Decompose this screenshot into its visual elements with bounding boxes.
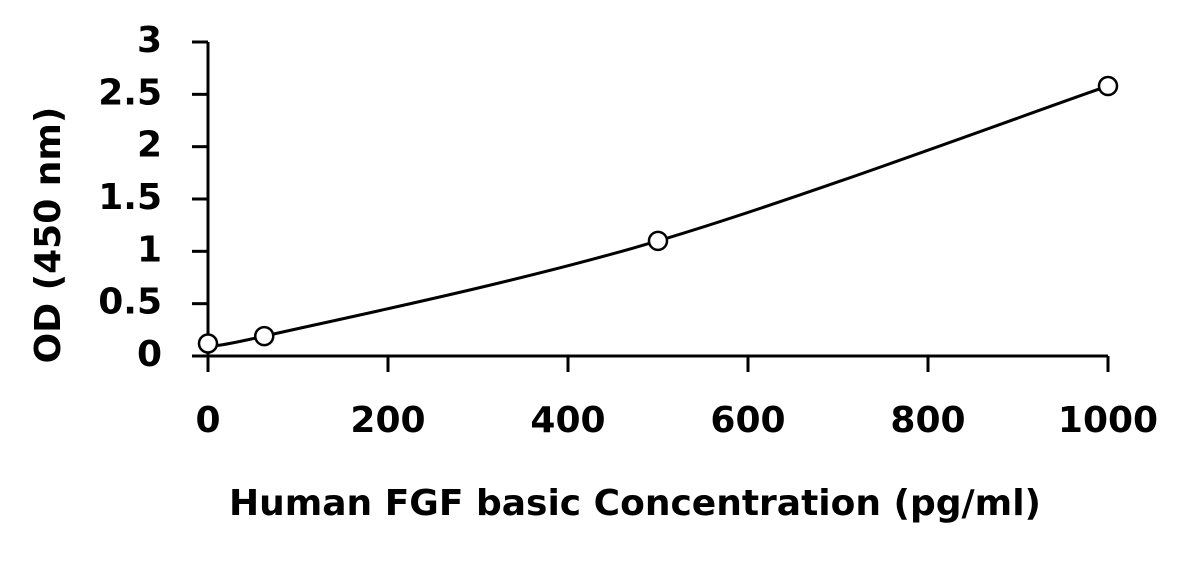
x-tick-label: 800 [890,400,965,441]
y-tick-label: 2 [137,125,162,166]
x-tick-label: 400 [530,400,605,441]
x-tick-label: 0 [195,400,220,441]
y-tick-label: 1 [137,229,162,270]
x-tick-label: 1000 [1058,400,1158,441]
x-tick-label: 600 [710,400,785,441]
data-point [197,333,219,354]
x-axis-title: Human FGF basic Concentration (pg/ml) [229,483,1041,524]
data-point [1097,75,1119,97]
y-tick-label: 2.5 [98,72,162,113]
y-tick-label: 3 [137,20,162,61]
y-tick-label: 0.5 [98,282,162,323]
x-tick-label: 200 [350,400,425,441]
data-point [647,230,669,252]
fit-curve [207,84,1109,348]
y-tick-label: 1.5 [98,177,162,218]
data-point [254,325,275,347]
y-axis-title: OD (450 nm) [28,107,69,364]
y-tick-label: 0 [137,334,162,375]
